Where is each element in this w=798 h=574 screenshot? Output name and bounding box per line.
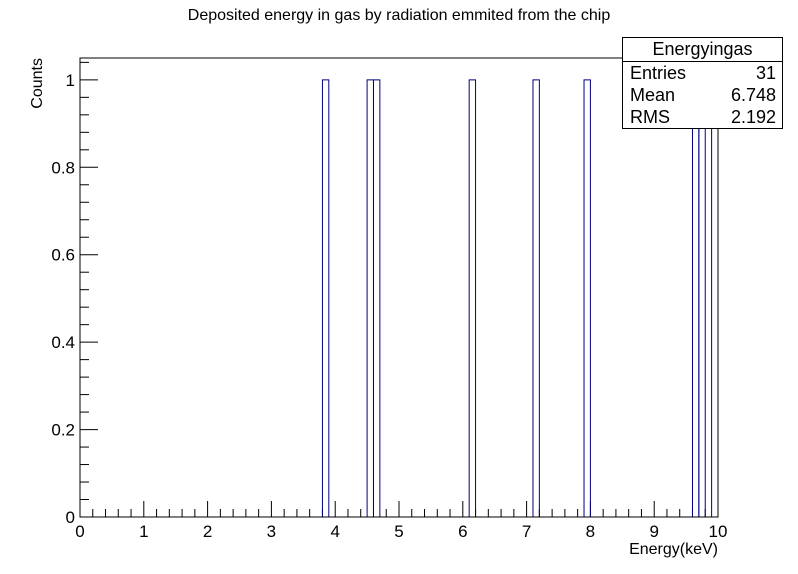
stats-label: RMS — [630, 107, 670, 127]
stats-row-rms: RMS 2.192 — [623, 106, 782, 128]
histogram-bin-7 — [698, 79, 706, 517]
x-tick-label: 2 — [203, 522, 212, 541]
histogram-bin-8 — [711, 79, 719, 517]
y-tick-label: 0.4 — [51, 333, 75, 352]
y-axis-label: Counts — [29, 58, 46, 109]
x-tick-label: 0 — [75, 522, 84, 541]
x-tick-label: 6 — [458, 522, 467, 541]
x-tick-label: 8 — [586, 522, 595, 541]
plot-frame — [79, 57, 719, 518]
chart-title: Deposited energy in gas by radiation emm… — [187, 7, 611, 24]
y-tick-label: 0 — [66, 508, 75, 527]
histogram-bars — [321, 79, 719, 517]
axis-ticks — [79, 61, 719, 518]
y-tick-label: 1 — [66, 71, 75, 90]
y-tick-label: 0.8 — [51, 158, 75, 177]
x-tick-label: 1 — [139, 522, 148, 541]
x-tick-label: 5 — [394, 522, 403, 541]
x-tick-label: 9 — [649, 522, 658, 541]
x-tick-label: 10 — [709, 522, 728, 541]
stats-box-name: Energyingas — [623, 38, 782, 62]
histogram-bin-0 — [321, 79, 330, 517]
histogram-bin-2 — [372, 79, 381, 517]
x-tick-label: 7 — [522, 522, 531, 541]
histogram-bin-3 — [468, 79, 477, 517]
histogram-bin-5 — [583, 79, 591, 517]
stats-value: 6.748 — [730, 85, 776, 105]
y-tick-label: 0.6 — [51, 246, 75, 265]
stats-value: 2.192 — [730, 107, 776, 127]
x-axis-label: Energy(keV) — [629, 541, 718, 558]
stats-box: Energyingas Entries 31 Mean 6.748 RMS 2.… — [622, 37, 783, 129]
x-tick-label: 3 — [267, 522, 276, 541]
x-tick-label: 4 — [330, 522, 339, 541]
histogram-bin-4 — [532, 79, 540, 517]
histogram-bin-1 — [366, 79, 374, 517]
y-tick-label: 0.2 — [51, 421, 75, 440]
stats-row-entries: Entries 31 — [623, 62, 782, 84]
stats-label: Entries — [630, 63, 687, 83]
axis-tick-labels: 0 1 2 3 4 5 6 7 8 9 10 0 0.2 0.4 0.6 0.8 1 — [51, 71, 727, 541]
histogram-bin-6 — [691, 79, 700, 517]
stats-label: Mean — [630, 85, 676, 105]
stats-row-mean: Mean 6.748 — [623, 84, 782, 106]
stats-value: 31 — [755, 63, 776, 83]
